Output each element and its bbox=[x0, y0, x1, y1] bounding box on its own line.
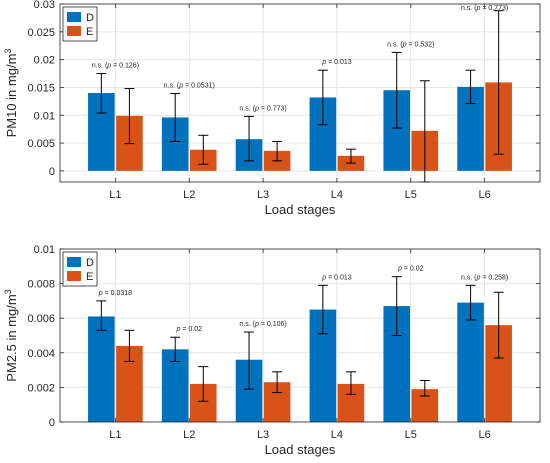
legend: DE bbox=[62, 6, 98, 42]
x-axis-label: Load stages bbox=[265, 202, 336, 217]
legend-swatch-D bbox=[67, 12, 81, 22]
chart-panel-1: 0 0.005 0.01 0.015 0.02 0.025 0.03 L1 L2 L3 L4 L5 L6… bbox=[3, 0, 541, 217]
bar-D-L6 bbox=[457, 302, 484, 422]
legend-swatch-D bbox=[67, 257, 81, 267]
x-tick-label: L3 bbox=[257, 429, 269, 441]
p-value-annotation: p = 0.0318 bbox=[98, 290, 132, 297]
x-tick-label: L2 bbox=[183, 189, 195, 201]
y-axis-label: PM2.5 in mg/m3 bbox=[3, 289, 19, 381]
legend-swatch-E bbox=[67, 271, 81, 281]
y-tick-label: 0.006 bbox=[27, 313, 55, 325]
x-tick-label: L1 bbox=[109, 189, 121, 201]
legend-label-D: D bbox=[86, 257, 94, 269]
p-value-annotation: n.s. (p = 0.126) bbox=[92, 63, 139, 70]
x-tick-label: L2 bbox=[183, 429, 195, 441]
legend-label-E: E bbox=[86, 271, 93, 283]
y-tick-label: 0.03 bbox=[34, 0, 55, 11]
axes-frame bbox=[59, 248, 541, 423]
y-tick-label: 0.005 bbox=[27, 138, 55, 150]
p-value-annotation: n.s. (p = 0.106) bbox=[239, 321, 286, 328]
p-value-annotation: n.s. (p = 0.532) bbox=[387, 41, 434, 48]
p-value-annotation: p = 0.02 bbox=[175, 326, 202, 333]
x-tick-label: L3 bbox=[257, 189, 269, 201]
legend-swatch-E bbox=[67, 26, 81, 36]
x-tick-label: L1 bbox=[109, 429, 121, 441]
p-value-annotation: p = 0.013 bbox=[321, 274, 352, 281]
x-tick-label: L6 bbox=[478, 429, 490, 441]
p-value-annotation: n.s. (p = 0.773) bbox=[461, 5, 508, 12]
p-value-annotation: n.s. (p = 0.0531) bbox=[164, 83, 215, 90]
y-tick-label: 0.004 bbox=[27, 348, 55, 360]
y-tick-label: 0.02 bbox=[34, 55, 55, 67]
legend: DE bbox=[62, 251, 98, 287]
y-tick-label: 0.025 bbox=[27, 27, 55, 39]
legend-label-D: D bbox=[86, 12, 94, 24]
x-tick-label: L5 bbox=[405, 189, 417, 201]
y-tick-label: 0.015 bbox=[27, 82, 55, 94]
y-tick-label: 0 bbox=[49, 166, 55, 178]
p-value-annotation: n.s. (p = 0.773) bbox=[239, 105, 286, 112]
y-tick-label: 0.01 bbox=[34, 110, 55, 122]
chart-panel-2: 0 0.002 0.004 0.006 0.008 0.01 L1 L2 L3 L4 L5 L6 p =… bbox=[3, 244, 541, 457]
y-axis-label: PM10 in mg/m3 bbox=[3, 49, 19, 138]
bar-D-L1 bbox=[88, 316, 115, 422]
p-value-annotation: p = 0.013 bbox=[321, 59, 352, 66]
legend-label-E: E bbox=[86, 26, 93, 38]
x-tick-label: L4 bbox=[331, 429, 343, 441]
p-value-annotation: n.s. (p = 0.258) bbox=[461, 274, 508, 281]
y-tick-label: 0.002 bbox=[27, 382, 55, 394]
y-tick-label: 0.008 bbox=[27, 279, 55, 291]
y-tick-label: 0 bbox=[49, 417, 55, 429]
y-tick-label: 0.01 bbox=[34, 244, 55, 256]
x-tick-label: L5 bbox=[405, 429, 417, 441]
x-tick-label: L4 bbox=[331, 189, 343, 201]
axes-frame bbox=[59, 3, 541, 183]
p-value-annotation: p = 0.02 bbox=[397, 266, 424, 273]
x-tick-label: L6 bbox=[478, 189, 490, 201]
x-axis-label: Load stages bbox=[265, 442, 336, 457]
